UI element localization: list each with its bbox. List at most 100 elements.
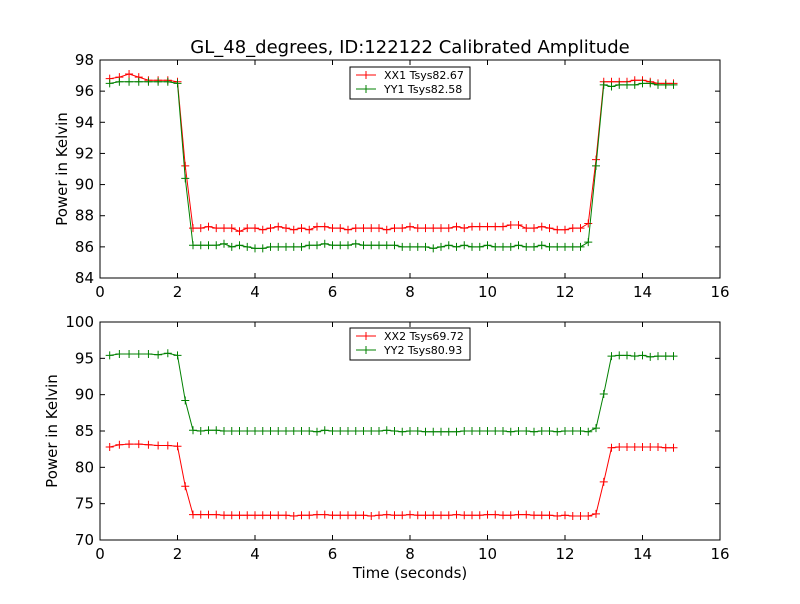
x-tick-label: 10	[478, 545, 497, 563]
data-point	[561, 511, 569, 520]
data-point	[437, 224, 445, 233]
data-point	[251, 427, 259, 435]
data-point	[204, 222, 213, 231]
data-point	[289, 512, 298, 521]
legend-box	[349, 327, 471, 361]
data-point	[196, 241, 205, 250]
data-point	[444, 511, 453, 520]
data-point	[460, 224, 469, 233]
data-point	[599, 389, 608, 398]
data-point	[475, 222, 484, 231]
data-point	[212, 224, 221, 233]
data-point	[125, 349, 134, 358]
data-point	[243, 242, 252, 251]
data-point	[163, 77, 172, 86]
data-point	[359, 241, 368, 250]
legend-marker	[362, 71, 370, 79]
data-point	[444, 224, 453, 233]
x-tick-label: 10	[478, 283, 497, 301]
data-point	[367, 427, 376, 435]
data-point	[313, 241, 321, 250]
data-point	[646, 352, 655, 361]
data-point	[115, 440, 124, 449]
data-point	[615, 351, 624, 360]
data-point	[144, 77, 153, 86]
data-point	[344, 511, 352, 520]
x-tick-label: 8	[405, 545, 415, 563]
x-tick-label: 8	[405, 283, 415, 301]
data-point	[320, 510, 329, 519]
data-point	[398, 427, 407, 436]
data-point	[630, 442, 639, 451]
data-point	[305, 511, 314, 520]
data-point	[196, 510, 205, 519]
data-point	[227, 511, 236, 520]
data-point	[592, 509, 600, 518]
data-point	[553, 427, 562, 436]
data-point	[421, 511, 430, 520]
data-point	[154, 350, 163, 359]
series-2-1	[105, 440, 678, 521]
data-point	[406, 510, 414, 519]
data-point	[468, 242, 476, 251]
data-point	[630, 80, 639, 89]
data-point	[320, 239, 329, 248]
data-point	[437, 511, 445, 520]
data-point	[144, 440, 153, 449]
data-point	[514, 427, 523, 435]
data-point	[429, 224, 438, 233]
data-point	[475, 511, 484, 520]
data-point	[359, 511, 368, 520]
data-point	[522, 242, 531, 251]
data-point	[173, 442, 182, 451]
data-point	[607, 82, 616, 91]
data-point	[615, 80, 624, 89]
data-point	[413, 242, 422, 251]
data-point	[204, 241, 213, 250]
data-point	[553, 512, 562, 521]
data-point	[468, 427, 476, 435]
legend-marker	[362, 85, 370, 93]
data-point	[382, 241, 391, 250]
data-point	[506, 511, 515, 520]
data-point	[584, 512, 593, 521]
data-point	[328, 427, 337, 435]
data-point	[359, 427, 368, 435]
data-point	[545, 242, 554, 251]
data-point	[336, 224, 345, 233]
data-point	[189, 510, 197, 519]
data-point	[607, 443, 616, 452]
data-point	[506, 221, 515, 230]
data-point	[274, 222, 283, 231]
data-point	[444, 427, 453, 436]
y-tick-label: 85	[75, 422, 94, 440]
y-axis-label: Power in Kelvin	[43, 374, 61, 488]
data-point	[220, 427, 228, 435]
data-point	[313, 222, 321, 231]
data-point	[258, 225, 267, 234]
data-point	[452, 242, 461, 251]
data-point	[305, 427, 314, 435]
legend-marker	[362, 346, 370, 354]
data-point	[297, 511, 306, 520]
data-point	[398, 242, 407, 251]
data-point	[468, 222, 476, 231]
data-point	[258, 427, 267, 435]
data-point	[220, 239, 228, 248]
x-tick-label: 2	[173, 545, 183, 563]
data-point	[189, 241, 197, 250]
data-point	[154, 77, 163, 86]
data-point	[220, 511, 228, 520]
y-tick-label: 86	[75, 238, 94, 256]
data-point	[537, 222, 546, 231]
data-point	[251, 224, 259, 233]
data-point	[375, 241, 383, 250]
x-tick-label: 16	[710, 545, 729, 563]
data-point	[654, 442, 662, 451]
data-point	[382, 510, 391, 519]
y-tick-label: 84	[75, 269, 94, 287]
data-point	[406, 242, 414, 251]
data-point	[336, 427, 345, 435]
data-point	[437, 242, 445, 251]
